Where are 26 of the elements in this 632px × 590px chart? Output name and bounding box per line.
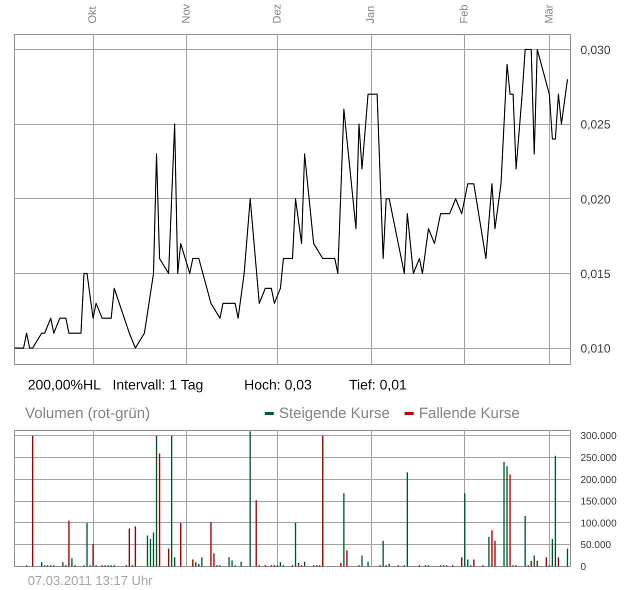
x-tick-label: Mär [543,4,556,24]
x-tick-label: Dez [271,4,284,24]
x-tick-label: Okt [87,6,100,24]
y-tick-label: 200.000 [580,474,618,486]
y-tick-label: 100.000 [580,518,618,530]
y-tick-label: 300.000 [580,431,618,442]
y-tick-label: 0,030 [580,42,611,57]
y-tick-label: 0,010 [580,342,611,356]
text: Hoch: 0,03 [244,376,312,392]
y-tick-label: 250.000 [580,453,618,464]
y-tick-label: 0,025 [580,118,611,132]
y-tick-label: 50.000 [580,540,612,552]
text: Tief: 0,01 [348,376,408,392]
text: 07.03.2011 13:17 Uhr [28,573,154,588]
x-tick-label: Feb [458,4,471,24]
legend-label: Steigende Kurse [278,405,390,422]
legend-label: Fallende Kurse [418,405,520,422]
x-tick-label: Nov [180,3,193,24]
y-tick-label: 0,015 [580,266,611,281]
x-tick-label: Jan [365,6,378,24]
y-tick-label: 150.000 [580,496,618,508]
chart-title: Volumen (rot-grün) [25,405,150,422]
y-tick-label: 0 [580,562,586,573]
y-tick-label: 0,020 [580,192,611,206]
text: Intervall: 1 Tag [112,376,204,392]
text: 200,00%HL [28,376,102,392]
